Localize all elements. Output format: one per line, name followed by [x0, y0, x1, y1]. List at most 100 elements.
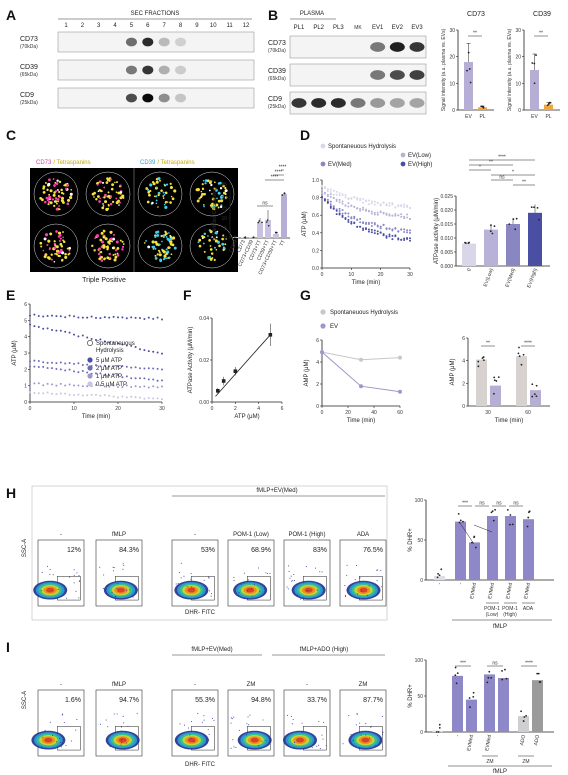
- data-point: [112, 395, 115, 398]
- data-point: [459, 519, 462, 522]
- category-label: EV: [465, 114, 472, 120]
- particle: [102, 203, 104, 205]
- particle: [207, 256, 211, 260]
- legend-label: EV: [330, 324, 338, 330]
- event-dot: [230, 722, 232, 724]
- data-point: [359, 209, 362, 212]
- particle: [50, 253, 53, 256]
- event-dot: [316, 589, 318, 591]
- particle: [154, 247, 157, 250]
- legend-label: Spontaneuous Hydrolysis: [330, 310, 398, 316]
- data-point: [329, 203, 332, 206]
- particle: [105, 181, 109, 184]
- particle: [162, 234, 165, 237]
- bar: [469, 542, 480, 580]
- particle: [109, 178, 112, 181]
- field-circle: [137, 223, 183, 269]
- particle: [111, 237, 116, 241]
- data-point: [86, 371, 89, 374]
- data-point: [143, 367, 146, 370]
- bar: [476, 359, 487, 406]
- event-dot: [231, 718, 233, 720]
- particle: [44, 181, 47, 184]
- density-contour: [361, 737, 370, 743]
- particle: [210, 180, 213, 182]
- legend-marker: [87, 357, 93, 363]
- particle: [55, 207, 59, 211]
- particle: [63, 184, 66, 187]
- particle: [213, 187, 216, 190]
- data-point: [344, 194, 347, 197]
- particle: [203, 250, 206, 253]
- event-dot: [120, 744, 122, 746]
- particle: [47, 239, 51, 243]
- event-dot: [41, 590, 43, 592]
- data-point: [108, 341, 111, 344]
- data-point: [464, 241, 466, 244]
- data-point: [321, 188, 323, 191]
- event-dot: [246, 723, 248, 725]
- x-tick-label: 2: [234, 406, 237, 412]
- field-circle: [85, 223, 131, 269]
- data-point: [37, 392, 40, 395]
- particle: [51, 198, 55, 201]
- data-point: [268, 333, 273, 337]
- data-point: [112, 384, 115, 387]
- data-point: [533, 82, 536, 85]
- significance-label: ns: [262, 201, 268, 207]
- particle: [214, 246, 216, 249]
- group-label: ZM: [486, 759, 493, 765]
- data-point: [29, 391, 31, 394]
- data-point: [347, 219, 350, 222]
- event-dot: [73, 582, 75, 584]
- bar: [528, 212, 542, 266]
- data-point: [531, 62, 534, 64]
- data-point: [474, 546, 477, 549]
- data-point: [266, 219, 269, 221]
- data-point: [329, 205, 332, 208]
- particle: [108, 242, 111, 245]
- y-tick-label: 0.000: [440, 264, 453, 270]
- panel-e-letter: E: [6, 287, 15, 303]
- particle: [59, 248, 63, 252]
- y-tick-label: 0.6: [312, 213, 319, 219]
- density-contour: [116, 587, 125, 593]
- particle: [170, 253, 173, 256]
- data-point: [359, 384, 363, 389]
- data-point: [64, 362, 67, 365]
- event-dot: [78, 597, 80, 599]
- particle: [69, 195, 73, 200]
- field-circle: [33, 223, 79, 269]
- panel-f-letter: F: [183, 287, 192, 303]
- y-tick-label: 6: [462, 336, 465, 342]
- particle: [208, 239, 211, 242]
- event-dot: [122, 568, 124, 570]
- panel-i-letter: I: [6, 639, 10, 655]
- data-point: [95, 383, 97, 386]
- data-point: [376, 211, 379, 214]
- event-dot: [191, 586, 193, 588]
- event-dot: [211, 717, 213, 719]
- data-point: [373, 203, 376, 206]
- category-label: EVMed: [469, 582, 478, 599]
- axis-lines: [321, 340, 400, 407]
- data-point: [385, 203, 388, 206]
- particle: [61, 251, 65, 255]
- particle: [112, 254, 115, 256]
- particle: [166, 250, 170, 254]
- category-label: -: [437, 582, 443, 585]
- data-point: [51, 329, 53, 332]
- particle: [165, 183, 169, 186]
- panel-c-fields: [33, 171, 235, 269]
- data-point: [533, 393, 536, 396]
- data-point: [406, 229, 409, 232]
- particle: [171, 236, 176, 240]
- event-dot: [233, 580, 235, 582]
- particle: [162, 258, 165, 261]
- event-dot: [287, 588, 289, 590]
- gate-percentage: 94.7%: [119, 697, 139, 704]
- particle: [108, 252, 111, 256]
- particle: [155, 242, 159, 246]
- particle: [224, 196, 228, 199]
